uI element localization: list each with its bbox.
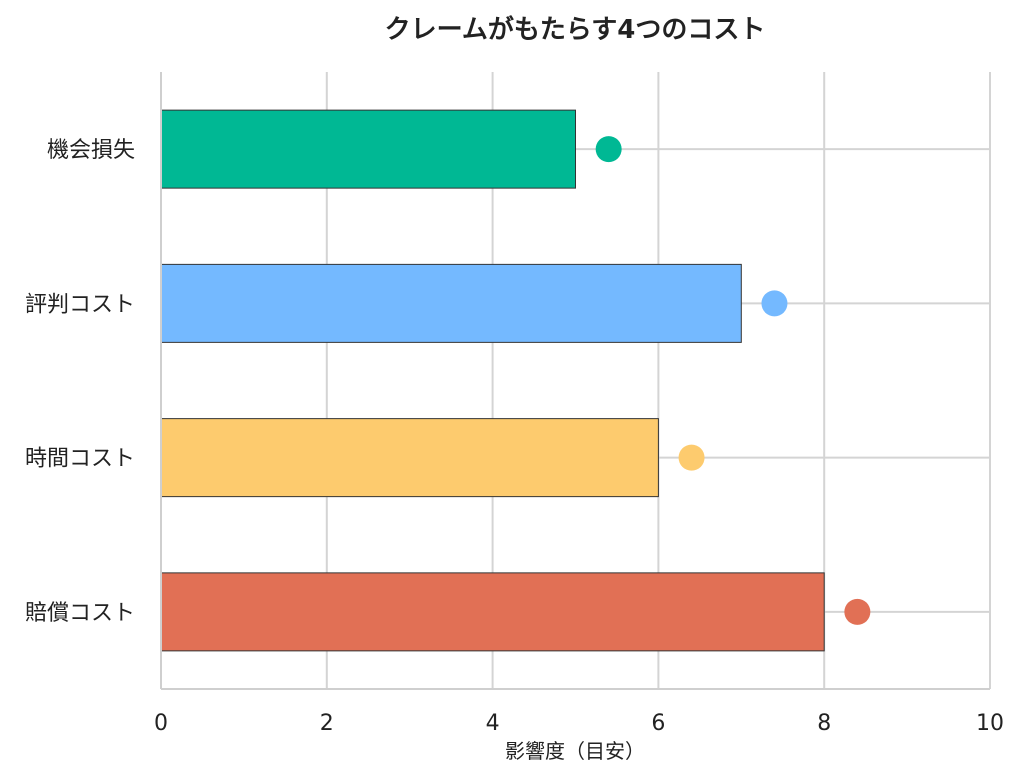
bar bbox=[160, 572, 825, 652]
marker-dot bbox=[678, 444, 705, 471]
bar bbox=[160, 109, 576, 189]
x-tick-label: 10 bbox=[976, 711, 1004, 736]
marker-dot bbox=[595, 136, 622, 163]
x-axis-label: 影響度（目安） bbox=[505, 739, 645, 763]
marker-dot bbox=[844, 598, 871, 625]
x-tick-labels: 0 2 4 6 8 10 bbox=[154, 711, 1004, 736]
category-label: 評判コスト bbox=[25, 292, 135, 317]
x-tick-label: 2 bbox=[320, 711, 334, 736]
x-tick-label: 6 bbox=[651, 711, 665, 736]
x-tick-label: 8 bbox=[817, 711, 831, 736]
bar bbox=[160, 263, 742, 343]
category-label: 機会損失 bbox=[47, 138, 135, 163]
bar bbox=[160, 418, 659, 498]
x-tick-label: 0 bbox=[154, 711, 168, 736]
bars bbox=[160, 109, 825, 652]
chart-title: クレームがもたらす4つのコスト bbox=[385, 14, 766, 45]
marker-leader-lines bbox=[161, 148, 990, 613]
markers bbox=[595, 136, 871, 625]
x-tick-label: 4 bbox=[486, 711, 500, 736]
category-label: 時間コスト bbox=[25, 447, 135, 472]
marker-dot bbox=[761, 290, 788, 317]
category-label: 賠償コスト bbox=[25, 601, 135, 626]
